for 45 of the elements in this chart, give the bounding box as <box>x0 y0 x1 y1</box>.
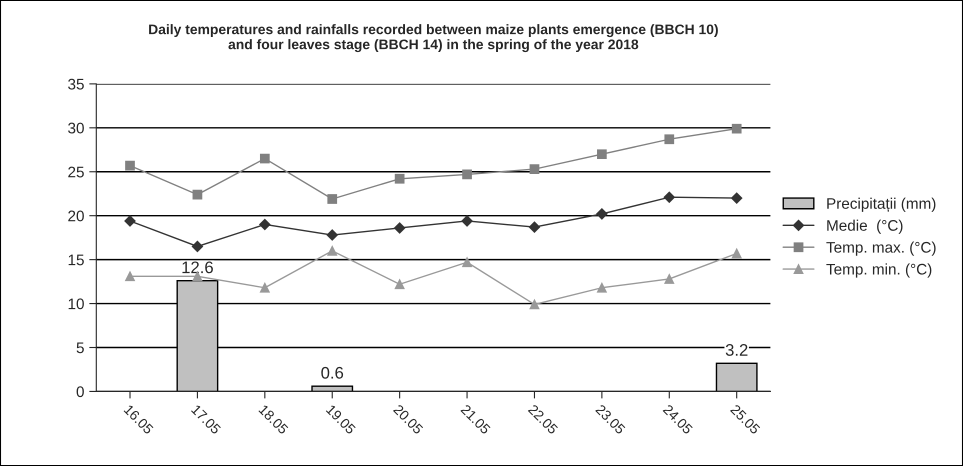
point <box>326 229 338 241</box>
point <box>394 174 405 184</box>
point <box>664 134 674 144</box>
point <box>596 208 608 220</box>
y-tick-label: 20 <box>68 210 84 222</box>
point <box>260 282 270 293</box>
point <box>124 215 136 227</box>
point <box>664 192 675 203</box>
y-tick-label: 15 <box>68 254 84 266</box>
point <box>530 300 540 310</box>
y-tick-label: 0 <box>76 386 84 398</box>
point <box>732 124 742 134</box>
point <box>597 282 607 293</box>
point <box>125 271 135 282</box>
y-tick-label: 10 <box>68 298 84 310</box>
point <box>597 149 607 160</box>
y-tick-label: 25 <box>68 166 84 178</box>
point <box>462 170 472 180</box>
legend-label: Medie (°C) <box>827 220 902 234</box>
legend-label: Temp. max. (°C) <box>826 242 936 256</box>
data-label: 3.2 <box>726 344 748 356</box>
data-label: 0.6 <box>321 366 344 379</box>
point <box>394 279 405 290</box>
point <box>394 222 406 234</box>
data-label: 12.6 <box>182 261 213 274</box>
point <box>664 274 674 284</box>
point <box>327 246 338 256</box>
point <box>462 257 472 268</box>
point <box>259 218 270 230</box>
point <box>530 164 540 174</box>
point <box>192 190 202 200</box>
legend-label: Temp. min. (°C) <box>826 263 932 278</box>
point <box>327 194 338 204</box>
point <box>461 215 473 227</box>
point <box>192 240 204 252</box>
y-tick-label: 30 <box>68 122 84 134</box>
point <box>731 192 742 204</box>
y-tick-label: 5 <box>76 342 84 354</box>
point <box>732 248 742 258</box>
point <box>260 154 270 164</box>
chart-title: Daily temperatures and rainfalls recorded between maize plants emergence (BBCH 10) and four leaves stage (BBCH 14) in the spring of the year 2018 <box>149 24 718 52</box>
legend-label: Precipitații (mm) <box>827 198 936 212</box>
y-tick-label: 35 <box>68 78 84 90</box>
point <box>528 222 540 233</box>
point <box>125 160 135 170</box>
